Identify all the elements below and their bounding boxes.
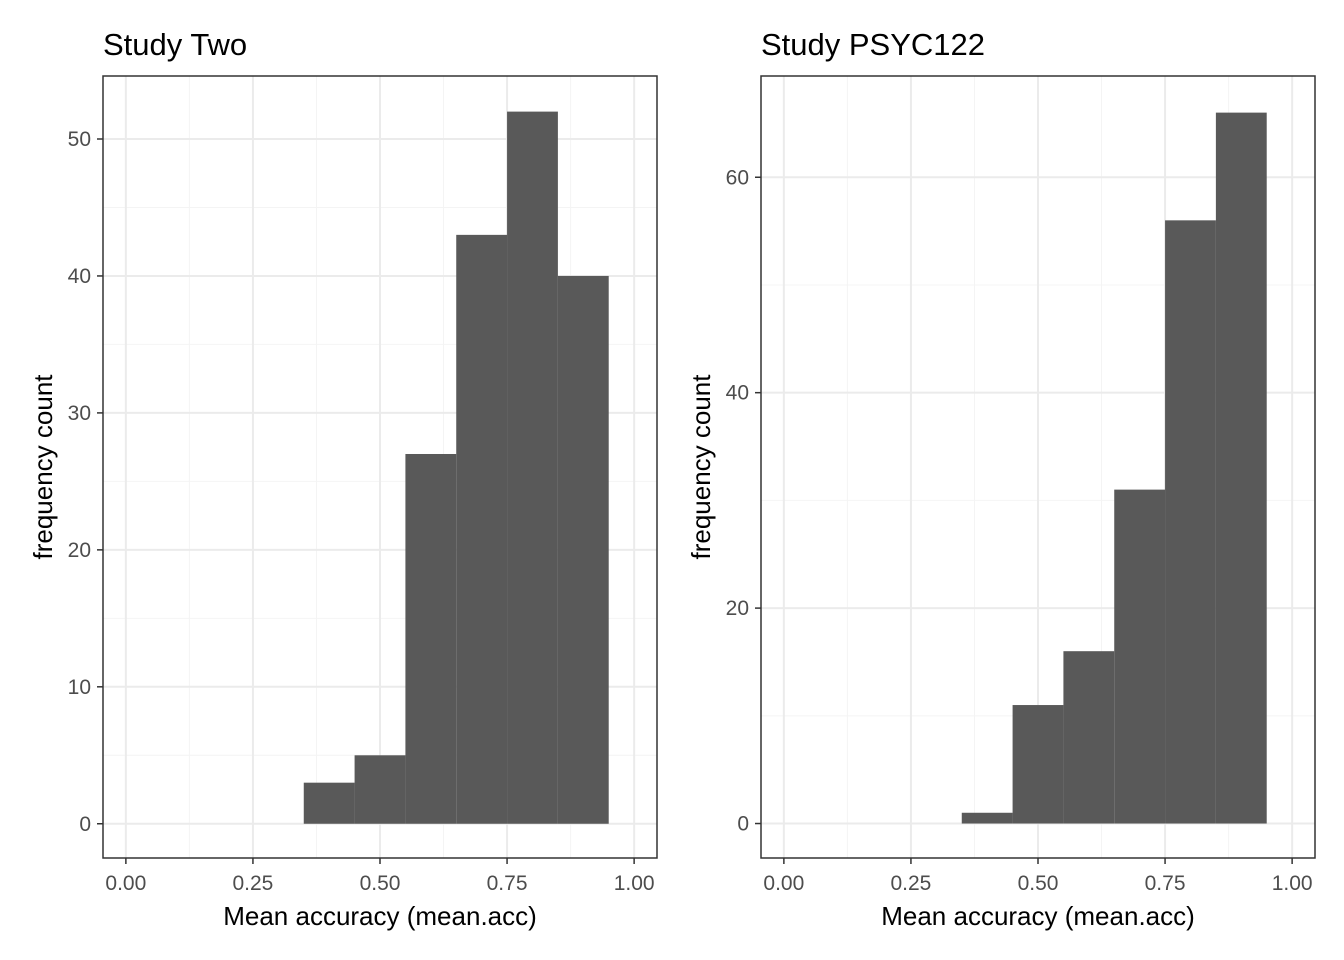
histogram-bar bbox=[303, 782, 355, 824]
y-tick-label: 10 bbox=[68, 676, 91, 699]
y-tick-label: 60 bbox=[726, 166, 749, 189]
y-axis-title: frequency count bbox=[686, 374, 716, 560]
histogram-bar bbox=[456, 234, 508, 824]
x-tick-label: 0.75 bbox=[487, 872, 528, 895]
y-tick-label: 30 bbox=[68, 402, 91, 425]
panel-study-two: Study Two Mean accuracy (mean.acc) frequ… bbox=[28, 27, 658, 931]
y-tick-label: 40 bbox=[68, 265, 91, 288]
histogram-bar bbox=[557, 275, 609, 824]
histogram-bar bbox=[1215, 112, 1267, 824]
histogram-bar bbox=[1012, 705, 1064, 824]
x-tick-label: 0.75 bbox=[1145, 872, 1186, 895]
panel-study-psyc122: Study PSYC122 Mean accuracy (mean.acc) f… bbox=[686, 27, 1316, 931]
y-axis-title: frequency count bbox=[28, 374, 58, 560]
x-tick-label: 0.00 bbox=[763, 872, 804, 895]
histogram-bar bbox=[1063, 651, 1115, 824]
x-tick-label: 0.50 bbox=[1018, 872, 1059, 895]
x-tick-label: 0.00 bbox=[105, 872, 146, 895]
histogram-bar bbox=[354, 755, 406, 824]
x-axis-title: Mean accuracy (mean.acc) bbox=[881, 901, 1195, 931]
chart-title: Study Two bbox=[103, 27, 247, 62]
y-tick-label: 50 bbox=[68, 128, 91, 151]
histogram-bars bbox=[961, 112, 1267, 824]
histogram-bar bbox=[961, 812, 1013, 824]
y-tick-label: 0 bbox=[737, 813, 749, 836]
x-tick-label: 0.25 bbox=[890, 872, 931, 895]
y-tick-label: 20 bbox=[726, 597, 749, 620]
x-tick-label: 0.50 bbox=[360, 872, 401, 895]
x-axis-title: Mean accuracy (mean.acc) bbox=[223, 901, 537, 931]
histogram-bar bbox=[507, 111, 558, 824]
x-tick-label: 0.25 bbox=[232, 872, 273, 895]
x-tick-label: 1.00 bbox=[1272, 872, 1313, 895]
histogram-bar bbox=[1165, 220, 1216, 824]
chart-title: Study PSYC122 bbox=[761, 27, 985, 62]
histogram-bar bbox=[405, 453, 457, 824]
y-tick-label: 20 bbox=[68, 539, 91, 562]
y-tick-label: 40 bbox=[726, 382, 749, 405]
histogram-bar bbox=[1114, 489, 1166, 824]
histogram-bars bbox=[303, 111, 609, 824]
y-tick-label: 0 bbox=[79, 813, 91, 836]
x-tick-label: 1.00 bbox=[614, 872, 655, 895]
